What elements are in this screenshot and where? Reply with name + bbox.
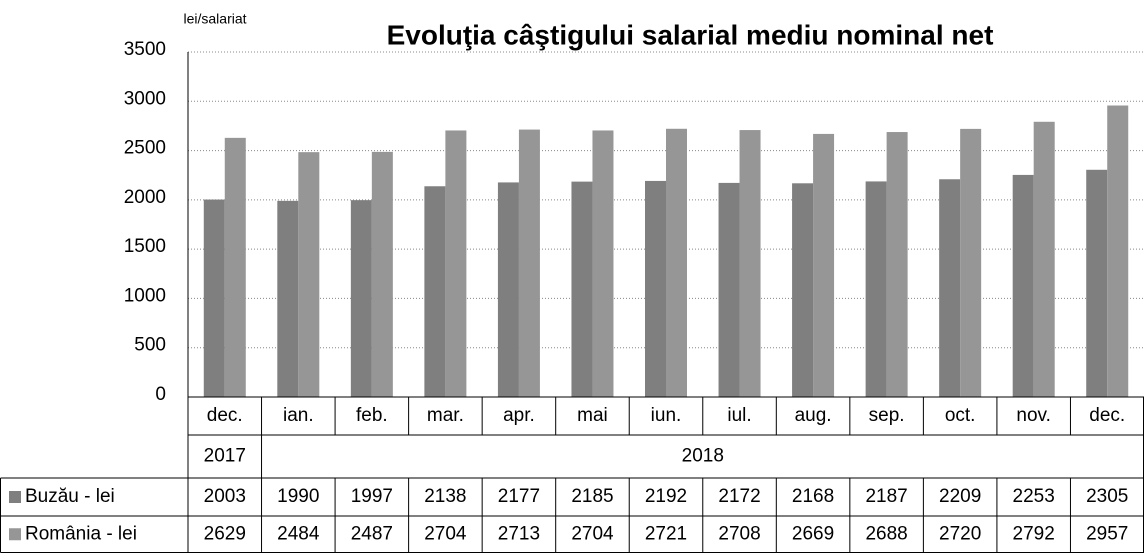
year-label: 2018 — [682, 446, 724, 467]
y-tick-label: 3000 — [124, 88, 166, 109]
table-value: 2484 — [277, 523, 320, 544]
x-tick-label: dec. — [1089, 405, 1125, 426]
legend-label: România - lei — [25, 523, 137, 544]
table-value: 1997 — [351, 486, 393, 507]
x-tick-label: mai — [577, 405, 608, 426]
bar — [886, 132, 908, 398]
bar — [277, 200, 299, 397]
table-value: 2720 — [939, 523, 981, 544]
table-value: 2003 — [204, 486, 246, 507]
x-tick-label: apr. — [503, 405, 535, 426]
x-tick-label: feb. — [356, 405, 388, 426]
bar — [813, 133, 835, 398]
bar — [666, 128, 687, 397]
bar — [203, 199, 225, 397]
bar — [518, 129, 540, 397]
bar — [939, 179, 961, 397]
bar — [592, 130, 614, 397]
table-value: 2209 — [939, 486, 981, 507]
table-value: 2185 — [571, 486, 613, 507]
y-tick-label: 3500 — [124, 39, 166, 60]
bar — [865, 181, 887, 397]
table-value: 2704 — [571, 523, 614, 544]
bar — [1107, 105, 1129, 397]
bar — [298, 152, 320, 397]
table-value: 2253 — [1013, 486, 1055, 507]
x-tick-label: nov. — [1016, 405, 1051, 426]
table-value: 2792 — [1013, 523, 1055, 544]
table-value: 2688 — [865, 523, 907, 544]
y-tick-label: 1500 — [124, 236, 166, 257]
table-value: 1990 — [277, 486, 319, 507]
table-value: 2957 — [1086, 523, 1128, 544]
y-tick-label: 0 — [155, 384, 166, 405]
legend-label: Buzău - lei — [25, 486, 115, 507]
bar — [1012, 174, 1034, 397]
chart-title: Evoluţia câştigului salarial mediu nomin… — [387, 19, 994, 50]
bar — [792, 183, 814, 397]
x-tick-label: aug. — [795, 405, 832, 426]
bar — [571, 181, 593, 397]
table-value: 2192 — [645, 486, 687, 507]
bar — [1033, 121, 1055, 397]
table-value: 2305 — [1086, 486, 1128, 507]
table-value: 2669 — [792, 523, 834, 544]
legend-swatch — [9, 491, 21, 503]
bar — [645, 180, 666, 397]
bar — [424, 186, 446, 397]
bar — [960, 128, 982, 397]
y-tick-label: 2000 — [124, 187, 166, 208]
x-tick-label: iul. — [727, 405, 751, 426]
x-tick-label: dec. — [207, 405, 243, 426]
table-value: 2629 — [204, 523, 246, 544]
legend-swatch — [9, 528, 21, 541]
x-tick-label: sep. — [869, 405, 905, 426]
table-value: 2177 — [498, 486, 540, 507]
table-value: 2704 — [424, 523, 467, 544]
bar — [224, 137, 246, 397]
table-value: 2721 — [645, 523, 687, 544]
table-value: 2487 — [351, 523, 393, 544]
x-tick-label: mar. — [427, 405, 464, 426]
table-value: 2187 — [865, 486, 907, 507]
x-tick-label: iun. — [651, 405, 682, 426]
table-value: 2172 — [718, 486, 760, 507]
y-tick-label: 500 — [134, 335, 166, 356]
table-value: 2168 — [792, 486, 834, 507]
bar — [445, 130, 467, 397]
bar — [739, 130, 761, 397]
bar — [1086, 169, 1108, 397]
table-value: 2708 — [718, 523, 760, 544]
bar — [497, 182, 519, 397]
y-axis-label: lei/salariat — [183, 11, 246, 27]
bar — [371, 151, 393, 397]
x-tick-label: ian. — [283, 405, 314, 426]
year-label: 2017 — [204, 446, 246, 467]
y-tick-label: 2500 — [124, 138, 166, 159]
bar — [718, 182, 740, 397]
table-value: 2713 — [498, 523, 540, 544]
y-tick-label: 1000 — [124, 285, 166, 306]
bar — [350, 200, 372, 397]
x-tick-label: oct. — [945, 405, 976, 426]
table-value: 2138 — [424, 486, 466, 507]
